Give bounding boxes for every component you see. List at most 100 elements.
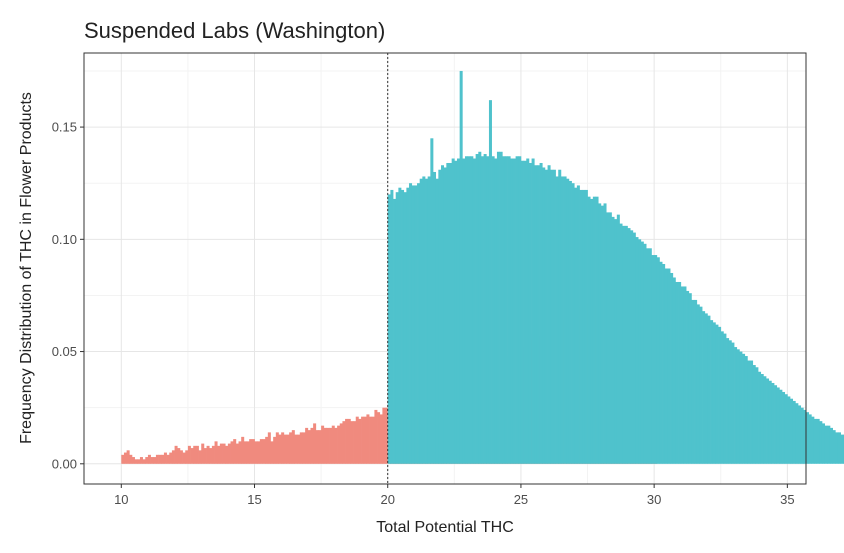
- histogram-bar: [664, 268, 668, 464]
- histogram-bar: [331, 425, 335, 464]
- histogram-bar: [425, 178, 429, 464]
- histogram-bar: [502, 156, 506, 464]
- histogram-bar: [286, 434, 290, 464]
- histogram-bar: [464, 156, 468, 464]
- histogram-bar: [262, 439, 266, 464]
- histogram-bar: [310, 427, 314, 464]
- histogram-bar: [203, 448, 207, 464]
- bars: [121, 70, 844, 464]
- plot-border: [83, 52, 807, 485]
- histogram-bar: [816, 418, 820, 464]
- y-tick-label: 0.00: [52, 456, 77, 471]
- histogram-bar: [547, 165, 551, 464]
- histogram-bar: [510, 158, 514, 464]
- x-axis-label: Total Potential THC: [376, 519, 514, 536]
- histogram-bar: [726, 338, 730, 464]
- histogram-bar: [254, 441, 258, 464]
- histogram-bar: [390, 189, 394, 464]
- histogram-bar: [731, 342, 735, 464]
- histogram-bar: [329, 427, 333, 464]
- histogram-bar: [350, 421, 354, 464]
- histogram-bar: [648, 248, 652, 464]
- histogram-bar: [704, 313, 708, 464]
- histogram-bar: [422, 176, 426, 464]
- histogram-bar: [129, 454, 133, 464]
- histogram-bar: [635, 237, 639, 464]
- histogram-bar: [270, 441, 274, 464]
- histogram-bar: [137, 459, 141, 464]
- histogram-bar: [342, 421, 346, 464]
- histogram-bar: [694, 299, 698, 464]
- histogram-bar: [283, 434, 287, 464]
- x-tick-label: 30: [647, 492, 661, 507]
- histogram-bar: [619, 223, 623, 464]
- x-tick-label: 25: [514, 492, 528, 507]
- histogram-bar: [161, 454, 165, 464]
- histogram-bar: [691, 299, 695, 464]
- histogram-bar: [651, 255, 655, 464]
- histogram-bar: [406, 187, 410, 464]
- histogram-bar: [659, 261, 663, 464]
- histogram-bar: [520, 160, 524, 464]
- histogram-bar: [542, 167, 546, 464]
- histogram-bar: [480, 156, 484, 464]
- histogram-bar: [574, 187, 578, 464]
- histogram-bar: [139, 457, 143, 464]
- histogram-bar: [347, 418, 351, 464]
- histogram-bar: [544, 169, 548, 464]
- histogram-bar: [238, 441, 242, 464]
- histogram-bar: [201, 443, 205, 464]
- histogram-bar: [494, 158, 498, 464]
- histogram-bar: [720, 331, 724, 464]
- histogram-bar: [808, 414, 812, 464]
- histogram-bar: [259, 439, 263, 464]
- histogram-bar: [297, 434, 301, 464]
- histogram-bar: [214, 441, 218, 464]
- histogram-bar: [126, 450, 130, 464]
- histogram-bar: [688, 293, 692, 464]
- histogram-bar: [539, 162, 543, 464]
- histogram-bar: [736, 349, 740, 464]
- histogram-bar: [155, 454, 159, 464]
- histogram-bar: [504, 156, 508, 464]
- histogram-bar: [267, 432, 271, 464]
- histogram-bar: [622, 225, 626, 464]
- histogram-bar: [475, 154, 479, 464]
- histogram-bar: [656, 257, 660, 464]
- histogram-bar: [355, 416, 359, 464]
- histogram-bar: [377, 412, 381, 464]
- histogram-bar: [536, 165, 540, 464]
- histogram-bar: [792, 400, 796, 464]
- histogram-bar: [251, 439, 255, 464]
- histogram-bar: [382, 407, 386, 464]
- histogram-bar: [696, 304, 700, 464]
- histogram-bar: [321, 425, 325, 464]
- histogram-bar: [630, 230, 634, 464]
- histogram-bar: [739, 351, 743, 464]
- histogram-bar: [211, 445, 215, 464]
- histogram-bar: [315, 430, 319, 464]
- histogram-bar: [747, 360, 751, 464]
- histogram-bar: [467, 156, 471, 464]
- histogram-bar: [507, 156, 511, 464]
- histogram-bar: [590, 198, 594, 464]
- histogram-bar: [187, 445, 191, 464]
- histogram-bar: [672, 277, 676, 464]
- histogram-bar: [782, 391, 786, 464]
- histogram-bar: [526, 158, 530, 464]
- histogram-bar: [307, 430, 311, 464]
- histogram-bar: [123, 452, 127, 464]
- histogram-bar: [398, 187, 402, 464]
- histogram-bar: [472, 158, 476, 464]
- histogram-bar: [163, 452, 167, 464]
- histogram-bar: [803, 409, 807, 464]
- histogram-bar: [147, 454, 151, 464]
- y-axis: 0.00 0.05 0.10 0.15: [52, 120, 84, 471]
- histogram-bar: [414, 185, 418, 464]
- histogram-bar: [670, 272, 674, 464]
- histogram-bar: [462, 158, 466, 464]
- histogram-bar: [638, 239, 642, 464]
- histogram-bar: [819, 421, 823, 464]
- histogram-bar: [531, 158, 535, 464]
